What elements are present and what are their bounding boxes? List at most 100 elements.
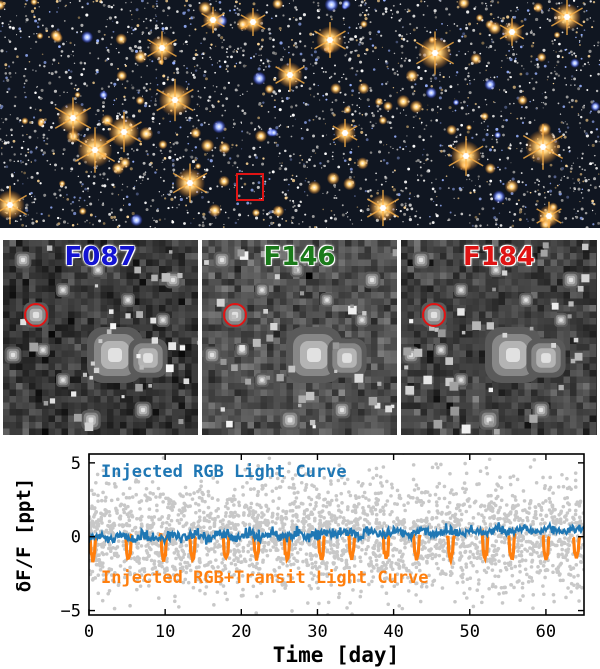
field-star — [593, 154, 596, 157]
field-star — [475, 6, 477, 8]
field-star — [320, 167, 323, 169]
field-star — [233, 161, 237, 165]
scatter-point — [305, 560, 309, 565]
field-star — [203, 52, 206, 54]
field-star — [203, 168, 206, 171]
star-field-canvas — [0, 0, 600, 228]
cutout-star — [581, 274, 590, 283]
scatter-point — [89, 529, 93, 533]
field-star — [313, 50, 317, 54]
field-star — [171, 206, 174, 209]
field-star — [60, 167, 64, 170]
field-star — [270, 221, 274, 225]
field-star — [284, 193, 287, 196]
field-star — [132, 187, 136, 190]
field-star — [161, 161, 163, 163]
scatter-point — [541, 584, 545, 588]
field-star — [120, 146, 123, 150]
field-star — [265, 11, 268, 14]
scatter-point — [330, 518, 334, 523]
scatter-point — [498, 569, 503, 573]
field-star — [457, 83, 459, 86]
field-star — [568, 101, 571, 104]
cutout-star — [350, 304, 354, 309]
scatter-point — [104, 495, 108, 500]
field-star — [152, 112, 156, 116]
field-star — [196, 103, 199, 106]
field-star — [29, 106, 32, 109]
scatter-point — [471, 563, 475, 568]
cutout-star — [374, 402, 381, 409]
field-star — [408, 218, 412, 222]
field-star — [37, 117, 46, 126]
field-bright-star — [536, 201, 562, 228]
scatter-point — [501, 554, 506, 558]
field-star — [111, 208, 113, 210]
filter-label-f146: F146 — [263, 242, 336, 273]
cutout-star — [46, 245, 53, 251]
field-star — [155, 2, 158, 5]
scatter-point — [376, 548, 381, 553]
field-star — [188, 116, 192, 120]
field-star — [423, 0, 426, 3]
scatter-point — [369, 569, 374, 573]
field-star — [587, 188, 591, 192]
field-star — [222, 153, 226, 157]
field-star — [358, 43, 361, 46]
field-star — [571, 75, 574, 78]
field-star — [277, 223, 281, 227]
field-star — [208, 95, 212, 99]
field-star — [594, 213, 596, 215]
field-star — [390, 126, 393, 129]
field-star — [315, 145, 319, 149]
scatter-point — [453, 512, 458, 517]
field-star — [364, 112, 368, 116]
scatter-point — [539, 522, 543, 526]
scatter-point — [216, 498, 220, 502]
scatter-point — [345, 507, 350, 512]
field-star — [390, 9, 393, 12]
field-star — [589, 162, 593, 166]
scatter-point — [336, 478, 341, 483]
scatter-point — [142, 569, 147, 574]
field-star — [512, 49, 514, 51]
field-star — [536, 178, 539, 182]
scatter-point — [512, 585, 516, 590]
field-star — [412, 115, 415, 119]
scatter-point — [498, 505, 502, 510]
field-star — [435, 213, 437, 215]
field-star — [289, 158, 293, 161]
field-star — [6, 78, 10, 82]
field-star — [317, 84, 319, 87]
field-star — [321, 134, 325, 138]
field-star — [520, 19, 524, 23]
field-star — [521, 181, 524, 184]
field-star — [45, 143, 47, 145]
field-star — [161, 195, 163, 197]
field-star — [212, 120, 226, 134]
field-star — [488, 46, 490, 49]
field-star — [233, 8, 236, 12]
field-star — [83, 199, 86, 202]
field-star — [274, 105, 277, 108]
field-star — [558, 42, 561, 46]
field-star — [269, 128, 278, 137]
field-star — [134, 27, 137, 31]
field-star — [400, 203, 404, 207]
field-star — [36, 212, 38, 214]
field-star — [73, 211, 77, 216]
field-star — [99, 191, 102, 194]
field-star — [322, 192, 324, 194]
cutout-star — [354, 373, 364, 383]
field-star — [420, 123, 423, 125]
field-star — [325, 226, 328, 228]
field-star — [375, 178, 378, 181]
field-star — [171, 78, 175, 82]
scatter-point — [210, 517, 215, 521]
scatter-point — [482, 515, 486, 520]
scatter-point — [374, 563, 379, 567]
field-star — [560, 198, 564, 202]
field-star — [387, 81, 389, 83]
field-star — [99, 90, 108, 100]
field-star — [112, 4, 115, 7]
